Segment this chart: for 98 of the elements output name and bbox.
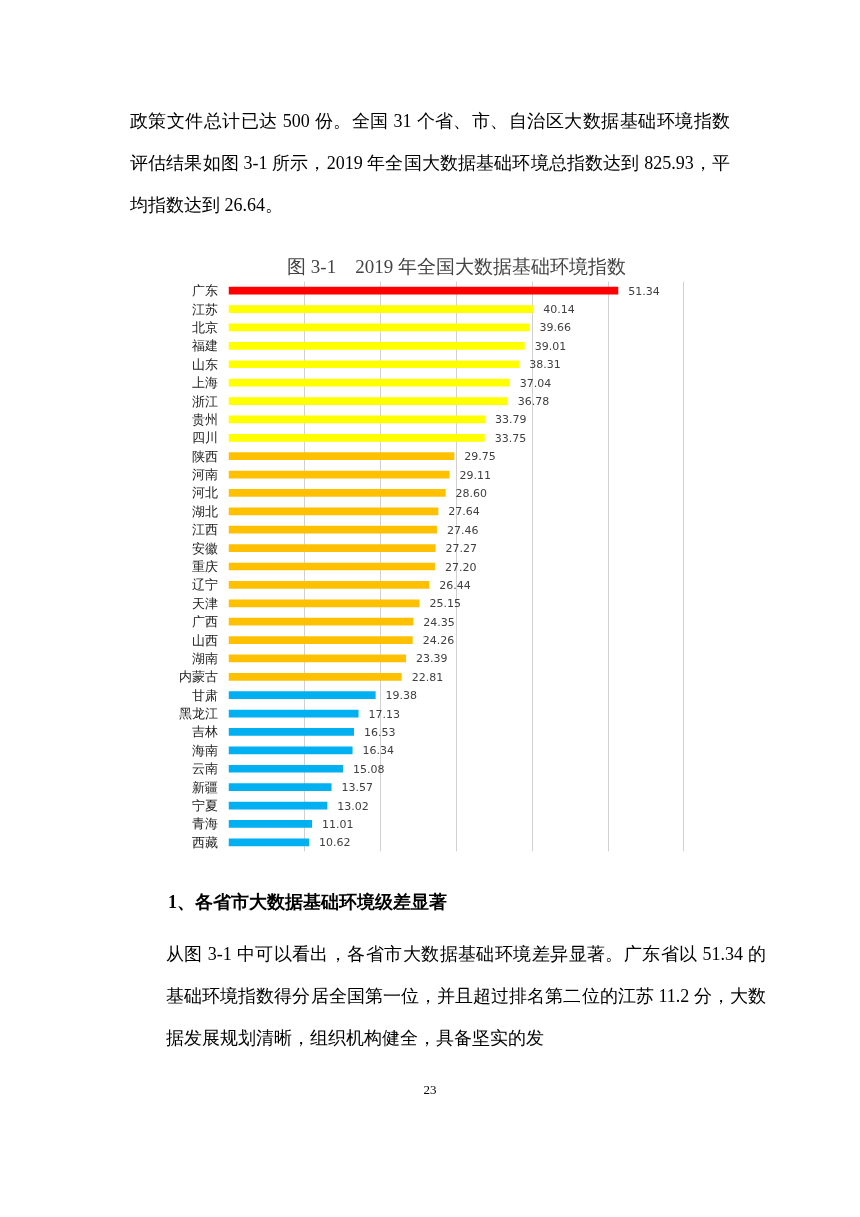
bar: [228, 746, 353, 755]
data-label: 16.34: [362, 744, 395, 758]
y-tick-label: 青海: [191, 816, 218, 832]
y-tick-label: 宁夏: [191, 798, 218, 814]
bar: [228, 599, 420, 608]
data-label: 37.04: [519, 376, 552, 390]
data-label: 27.20: [444, 560, 477, 574]
y-tick-label: 北京: [191, 319, 218, 335]
data-label: 24.35: [423, 615, 455, 629]
data-label: 22.81: [411, 670, 444, 684]
bar: [228, 728, 354, 736]
bar: [228, 672, 402, 681]
bar: [228, 709, 359, 718]
y-tick-label: 新疆: [191, 779, 218, 795]
bar: [228, 305, 534, 313]
y-tick-label: 江苏: [191, 301, 218, 317]
bar: [228, 820, 313, 828]
bar: [228, 433, 485, 442]
y-tick-label: 黑龙江: [178, 706, 218, 722]
data-label: 13.02: [337, 799, 369, 813]
text: 1、各省市大数据基础环境级差显著: [168, 891, 447, 914]
y-tick-label: 四川: [191, 430, 218, 446]
bar: [228, 617, 414, 626]
bar: [228, 323, 530, 332]
y-tick-label: 内蒙古: [178, 669, 218, 685]
bar: [228, 507, 439, 516]
data-label: 39.66: [539, 321, 572, 335]
data-label: 27.27: [445, 542, 478, 556]
y-tick-label: 浙江: [191, 393, 218, 409]
data-label: 38.31: [529, 358, 561, 372]
bar: [228, 415, 486, 424]
text: 政策文件总计已达 500 份。全国 31 个省、市、自治区大数据基础环境指数评估结果如图 3-1 所示，2019 年全国大数据基础环境总指数达到 825.93，平均指数达到 26.64。: [130, 111, 730, 215]
data-label: 39.01: [534, 339, 567, 353]
y-tick-label: 福建: [191, 338, 218, 354]
y-tick-label: 海南: [191, 742, 218, 758]
y-tick-label: 陕西: [191, 448, 218, 464]
data-label: 28.60: [455, 486, 488, 500]
bar: [228, 783, 332, 792]
bar: [228, 397, 508, 405]
bar: [228, 581, 430, 589]
bar: [228, 544, 436, 552]
bar: [228, 764, 343, 773]
y-tick-label: 湖北: [191, 503, 218, 519]
y-tick-label: 江西: [191, 522, 218, 538]
bar: [228, 489, 446, 497]
data-label: 51.34: [628, 284, 660, 298]
bar: [228, 838, 310, 847]
data-label: 40.14: [543, 303, 575, 317]
bar: [228, 636, 413, 644]
text: 23: [423, 1081, 437, 1099]
y-tick-label: 辽宁: [191, 577, 218, 593]
data-label: 33.79: [495, 413, 527, 427]
data-label: 11.01: [322, 817, 354, 831]
bar: [228, 801, 328, 810]
y-tick-label: 重庆: [191, 559, 218, 574]
y-tick-label: 山西: [191, 632, 218, 648]
bar: [228, 452, 455, 461]
bar: [228, 470, 450, 479]
bar: [228, 378, 510, 387]
data-label: 19.38: [385, 689, 418, 703]
data-label: 27.46: [446, 523, 479, 537]
bar: [228, 654, 407, 663]
y-tick-label: 山东: [191, 356, 218, 372]
data-label: 29.75: [464, 450, 496, 464]
bar: [228, 691, 376, 700]
bar: [228, 562, 435, 571]
bar: [228, 286, 619, 295]
y-tick-label: 天津: [191, 595, 218, 611]
data-label: 33.75: [494, 431, 527, 445]
y-tick-label: 贵州: [191, 411, 218, 427]
data-label: 25.15: [429, 597, 461, 611]
data-label: 23.39: [416, 652, 448, 666]
y-tick-label: 广西: [191, 614, 218, 630]
data-label: 10.62: [319, 836, 351, 850]
y-tick-label: 吉林: [191, 724, 218, 740]
y-tick-label: 湖南: [191, 650, 218, 666]
y-tick-label: 上海: [191, 375, 218, 391]
chart-title: 图 3-1 2019 年全国大数据基础环境指数: [287, 255, 626, 277]
bar: [228, 360, 520, 369]
y-tick-label: 云南: [191, 761, 218, 777]
data-label: 24.26: [422, 634, 455, 648]
y-tick-label: 安徽: [191, 540, 218, 556]
data-label: 15.08: [352, 762, 385, 776]
data-label: 13.57: [341, 781, 374, 795]
data-label: 26.44: [439, 578, 471, 592]
data-label: 16.53: [363, 725, 396, 739]
data-label: 29.11: [459, 468, 491, 482]
text: 从图 3-1 中可以看出，各省市大数据基础环境差异显著。广东省以 51.34 的基础环境指数得分居全国第一位，并且超过排名第二位的江苏 11.2 分，大数据发展规划清晰，组织机构健全，具备坚实的发: [166, 944, 766, 1048]
y-tick-label: 甘肃: [191, 687, 218, 703]
y-tick-label: 河南: [191, 467, 218, 483]
y-tick-label: 广东: [191, 283, 218, 299]
bar: [228, 525, 437, 534]
data-label: 27.64: [448, 505, 480, 519]
y-tick-label: 西藏: [191, 834, 218, 850]
data-label: 17.13: [368, 707, 401, 721]
y-tick-label: 河北: [191, 485, 218, 501]
data-label: 36.78: [517, 395, 550, 409]
bar: [228, 341, 525, 350]
